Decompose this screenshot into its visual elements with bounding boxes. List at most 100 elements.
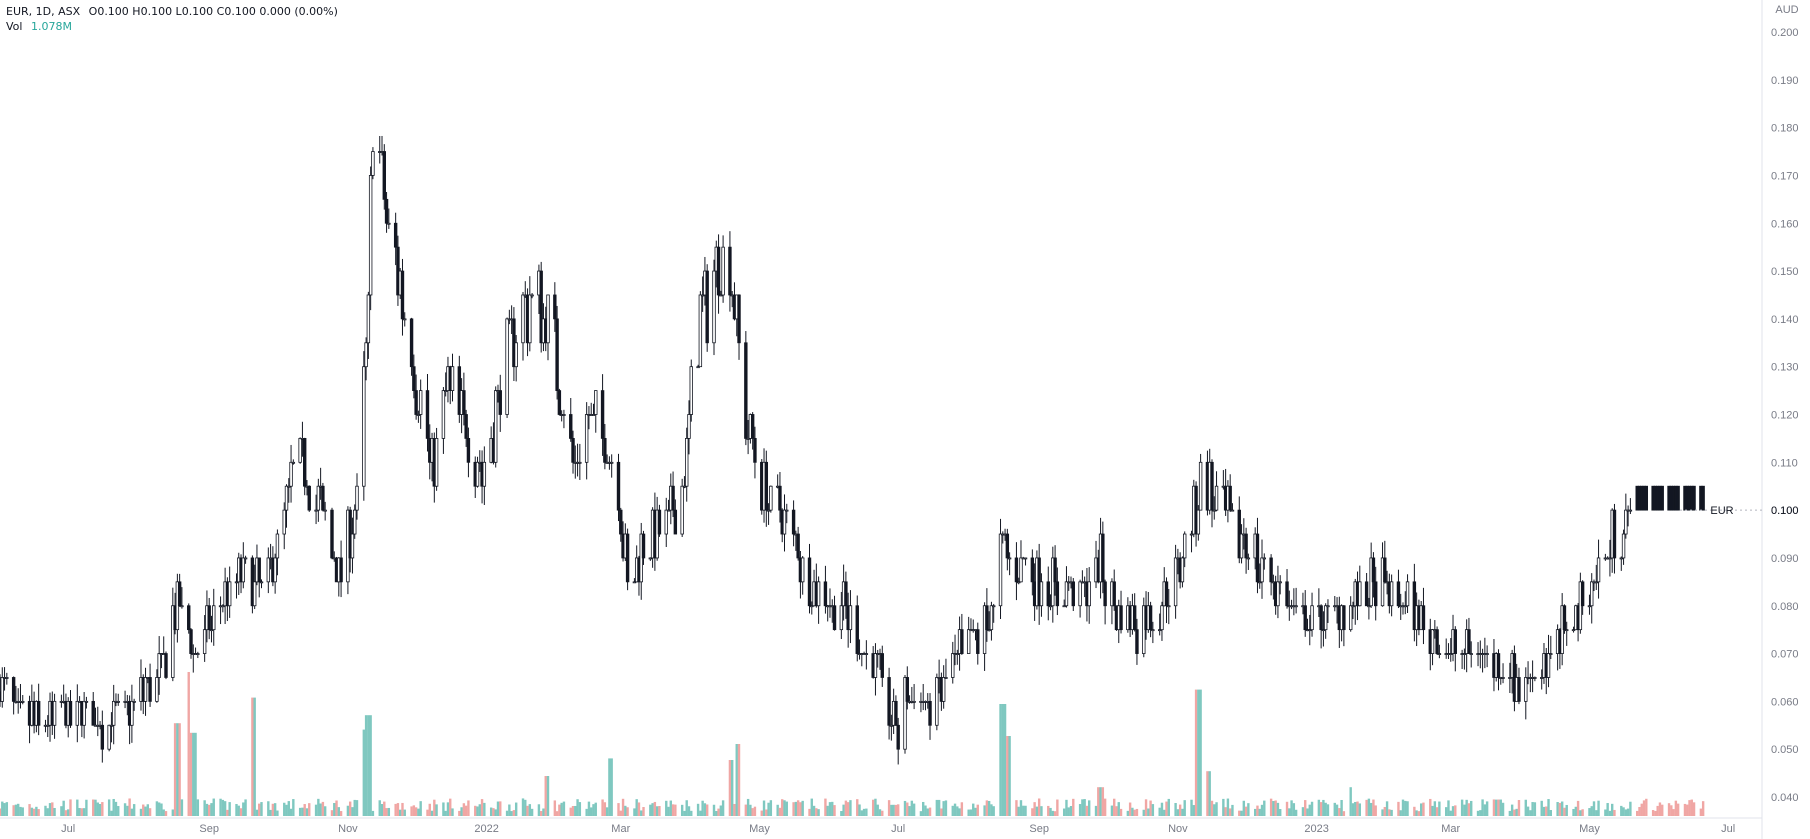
volume-bar [1301, 807, 1305, 816]
volume-bar [92, 799, 95, 816]
volume-bar [737, 744, 741, 816]
volume-bar [44, 805, 47, 816]
volume-bar [530, 808, 534, 816]
y-tick-label: 0.190 [1771, 75, 1799, 87]
candle-body [221, 605, 225, 608]
volume-bar [492, 808, 495, 816]
volume-bar [1117, 802, 1120, 816]
candle-body [1148, 605, 1153, 631]
volume-bar [1529, 810, 1532, 816]
candle-body [584, 414, 589, 463]
candle-body [1039, 581, 1044, 607]
candle-body [371, 151, 375, 176]
candle-body [350, 533, 355, 559]
candle-body [864, 653, 869, 655]
candle-body [1167, 605, 1171, 608]
volume-bar [1279, 809, 1282, 816]
candle-body [887, 677, 891, 726]
candle-body [1389, 581, 1394, 607]
candle-body [539, 270, 543, 344]
volume-bar [1342, 811, 1346, 816]
candle-body [514, 342, 518, 368]
volume-bar [590, 807, 593, 816]
volume-bar [1417, 811, 1421, 816]
volume-bar [499, 801, 502, 816]
candle-body [1196, 509, 1201, 535]
volume-bar [330, 810, 334, 816]
x-tick-label: Nov [1168, 823, 1188, 835]
candle-body [896, 724, 900, 750]
volume-bar [514, 802, 518, 816]
candle-body [889, 724, 894, 727]
volume-bar [476, 806, 479, 816]
volume-bar [594, 802, 597, 816]
candle-body [1087, 581, 1091, 607]
volume-bar [255, 809, 259, 816]
volume-bar [1317, 799, 1321, 816]
volume-bar [1629, 801, 1632, 816]
volume-bar [919, 811, 923, 816]
volume-bar [687, 806, 691, 816]
candle-body [1430, 629, 1435, 654]
volume-bar [892, 804, 895, 816]
volume-bar [856, 799, 859, 816]
volume-bar [794, 801, 798, 816]
candle-body [400, 270, 405, 320]
candle-body [1508, 677, 1512, 679]
volume-bar [1, 801, 4, 816]
candle-body [241, 557, 246, 583]
volume-bar [1163, 809, 1166, 816]
volume-bar [958, 808, 961, 816]
candle-body [1228, 485, 1232, 511]
candle-body [778, 485, 782, 511]
y-tick-label: 0.170 [1771, 170, 1799, 182]
volume-bar [1383, 806, 1387, 816]
volume-bar [621, 798, 625, 816]
candle-body [769, 485, 773, 511]
volume-bar [317, 798, 320, 816]
candle-body [1198, 461, 1203, 511]
volume-bar [992, 806, 995, 816]
candle-body [11, 677, 16, 702]
candle-body [1501, 677, 1505, 679]
candle-body [1371, 557, 1376, 583]
candle-body [148, 677, 152, 702]
volume-bar [1397, 801, 1400, 816]
volume-bar [76, 799, 79, 816]
candle-body [1101, 533, 1105, 583]
x-tick-label: Sep [199, 823, 219, 835]
volume-bar [303, 804, 306, 816]
volume-bar [394, 803, 397, 816]
volume-bar [1103, 798, 1107, 816]
x-tick-label: Mar [1441, 823, 1460, 835]
candle-body [1403, 605, 1407, 608]
volume-bar [1626, 808, 1630, 816]
volume-bar [990, 804, 993, 816]
volume-bar [887, 800, 891, 816]
candle-body [1278, 581, 1282, 584]
y-tick-label: 0.180 [1771, 123, 1799, 135]
candle-body [698, 294, 703, 368]
volume-bar [1499, 799, 1502, 816]
candle-body [409, 318, 414, 368]
candle-body [1151, 629, 1155, 632]
volume-bar [903, 800, 907, 816]
candle-body [1540, 677, 1544, 679]
volume-bar [860, 810, 864, 816]
volume-bar [1638, 806, 1641, 816]
candle-body [1421, 605, 1426, 631]
volume-bar [826, 805, 829, 816]
candle-body [1348, 605, 1353, 631]
volume-bar [1067, 807, 1070, 816]
candle-body [1160, 605, 1164, 631]
volume-bar [67, 809, 70, 816]
candle-body [187, 605, 191, 631]
volume-bar [1447, 800, 1450, 816]
volume-bar [1040, 806, 1043, 816]
volume-bar [969, 809, 973, 816]
volume-bar [1208, 771, 1211, 816]
candle-body [562, 414, 566, 416]
x-tick-label: Mar [611, 823, 630, 835]
volume-bar [1167, 798, 1170, 816]
